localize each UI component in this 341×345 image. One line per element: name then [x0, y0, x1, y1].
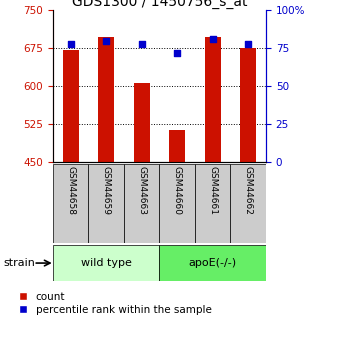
- Bar: [63, 50, 79, 162]
- Text: GSM44661: GSM44661: [208, 166, 217, 215]
- Bar: [134, 83, 150, 162]
- Bar: [124, 164, 159, 243]
- Point: [175, 50, 180, 56]
- Point: [210, 37, 216, 42]
- Bar: [88, 164, 124, 243]
- Bar: [160, 164, 195, 243]
- Bar: [160, 245, 266, 281]
- Text: wild type: wild type: [81, 258, 132, 268]
- Bar: [53, 245, 159, 281]
- Bar: [205, 37, 221, 162]
- Point: [246, 41, 251, 47]
- Text: GSM44660: GSM44660: [173, 166, 182, 215]
- Bar: [195, 164, 231, 243]
- Bar: [169, 130, 185, 162]
- Point: [139, 41, 144, 47]
- Bar: [53, 164, 88, 243]
- Point: [103, 38, 109, 43]
- Text: apoE(-/-): apoE(-/-): [189, 258, 237, 268]
- Title: GDS1300 / 1450756_s_at: GDS1300 / 1450756_s_at: [72, 0, 247, 9]
- Bar: [240, 48, 256, 162]
- Text: strain: strain: [3, 258, 35, 268]
- Text: GSM44663: GSM44663: [137, 166, 146, 215]
- Bar: [231, 164, 266, 243]
- Bar: [98, 37, 114, 162]
- Point: [68, 41, 73, 47]
- Text: GSM44658: GSM44658: [66, 166, 75, 215]
- Text: GSM44659: GSM44659: [102, 166, 110, 215]
- Text: GSM44662: GSM44662: [244, 166, 253, 215]
- Legend: count, percentile rank within the sample: count, percentile rank within the sample: [19, 292, 211, 315]
